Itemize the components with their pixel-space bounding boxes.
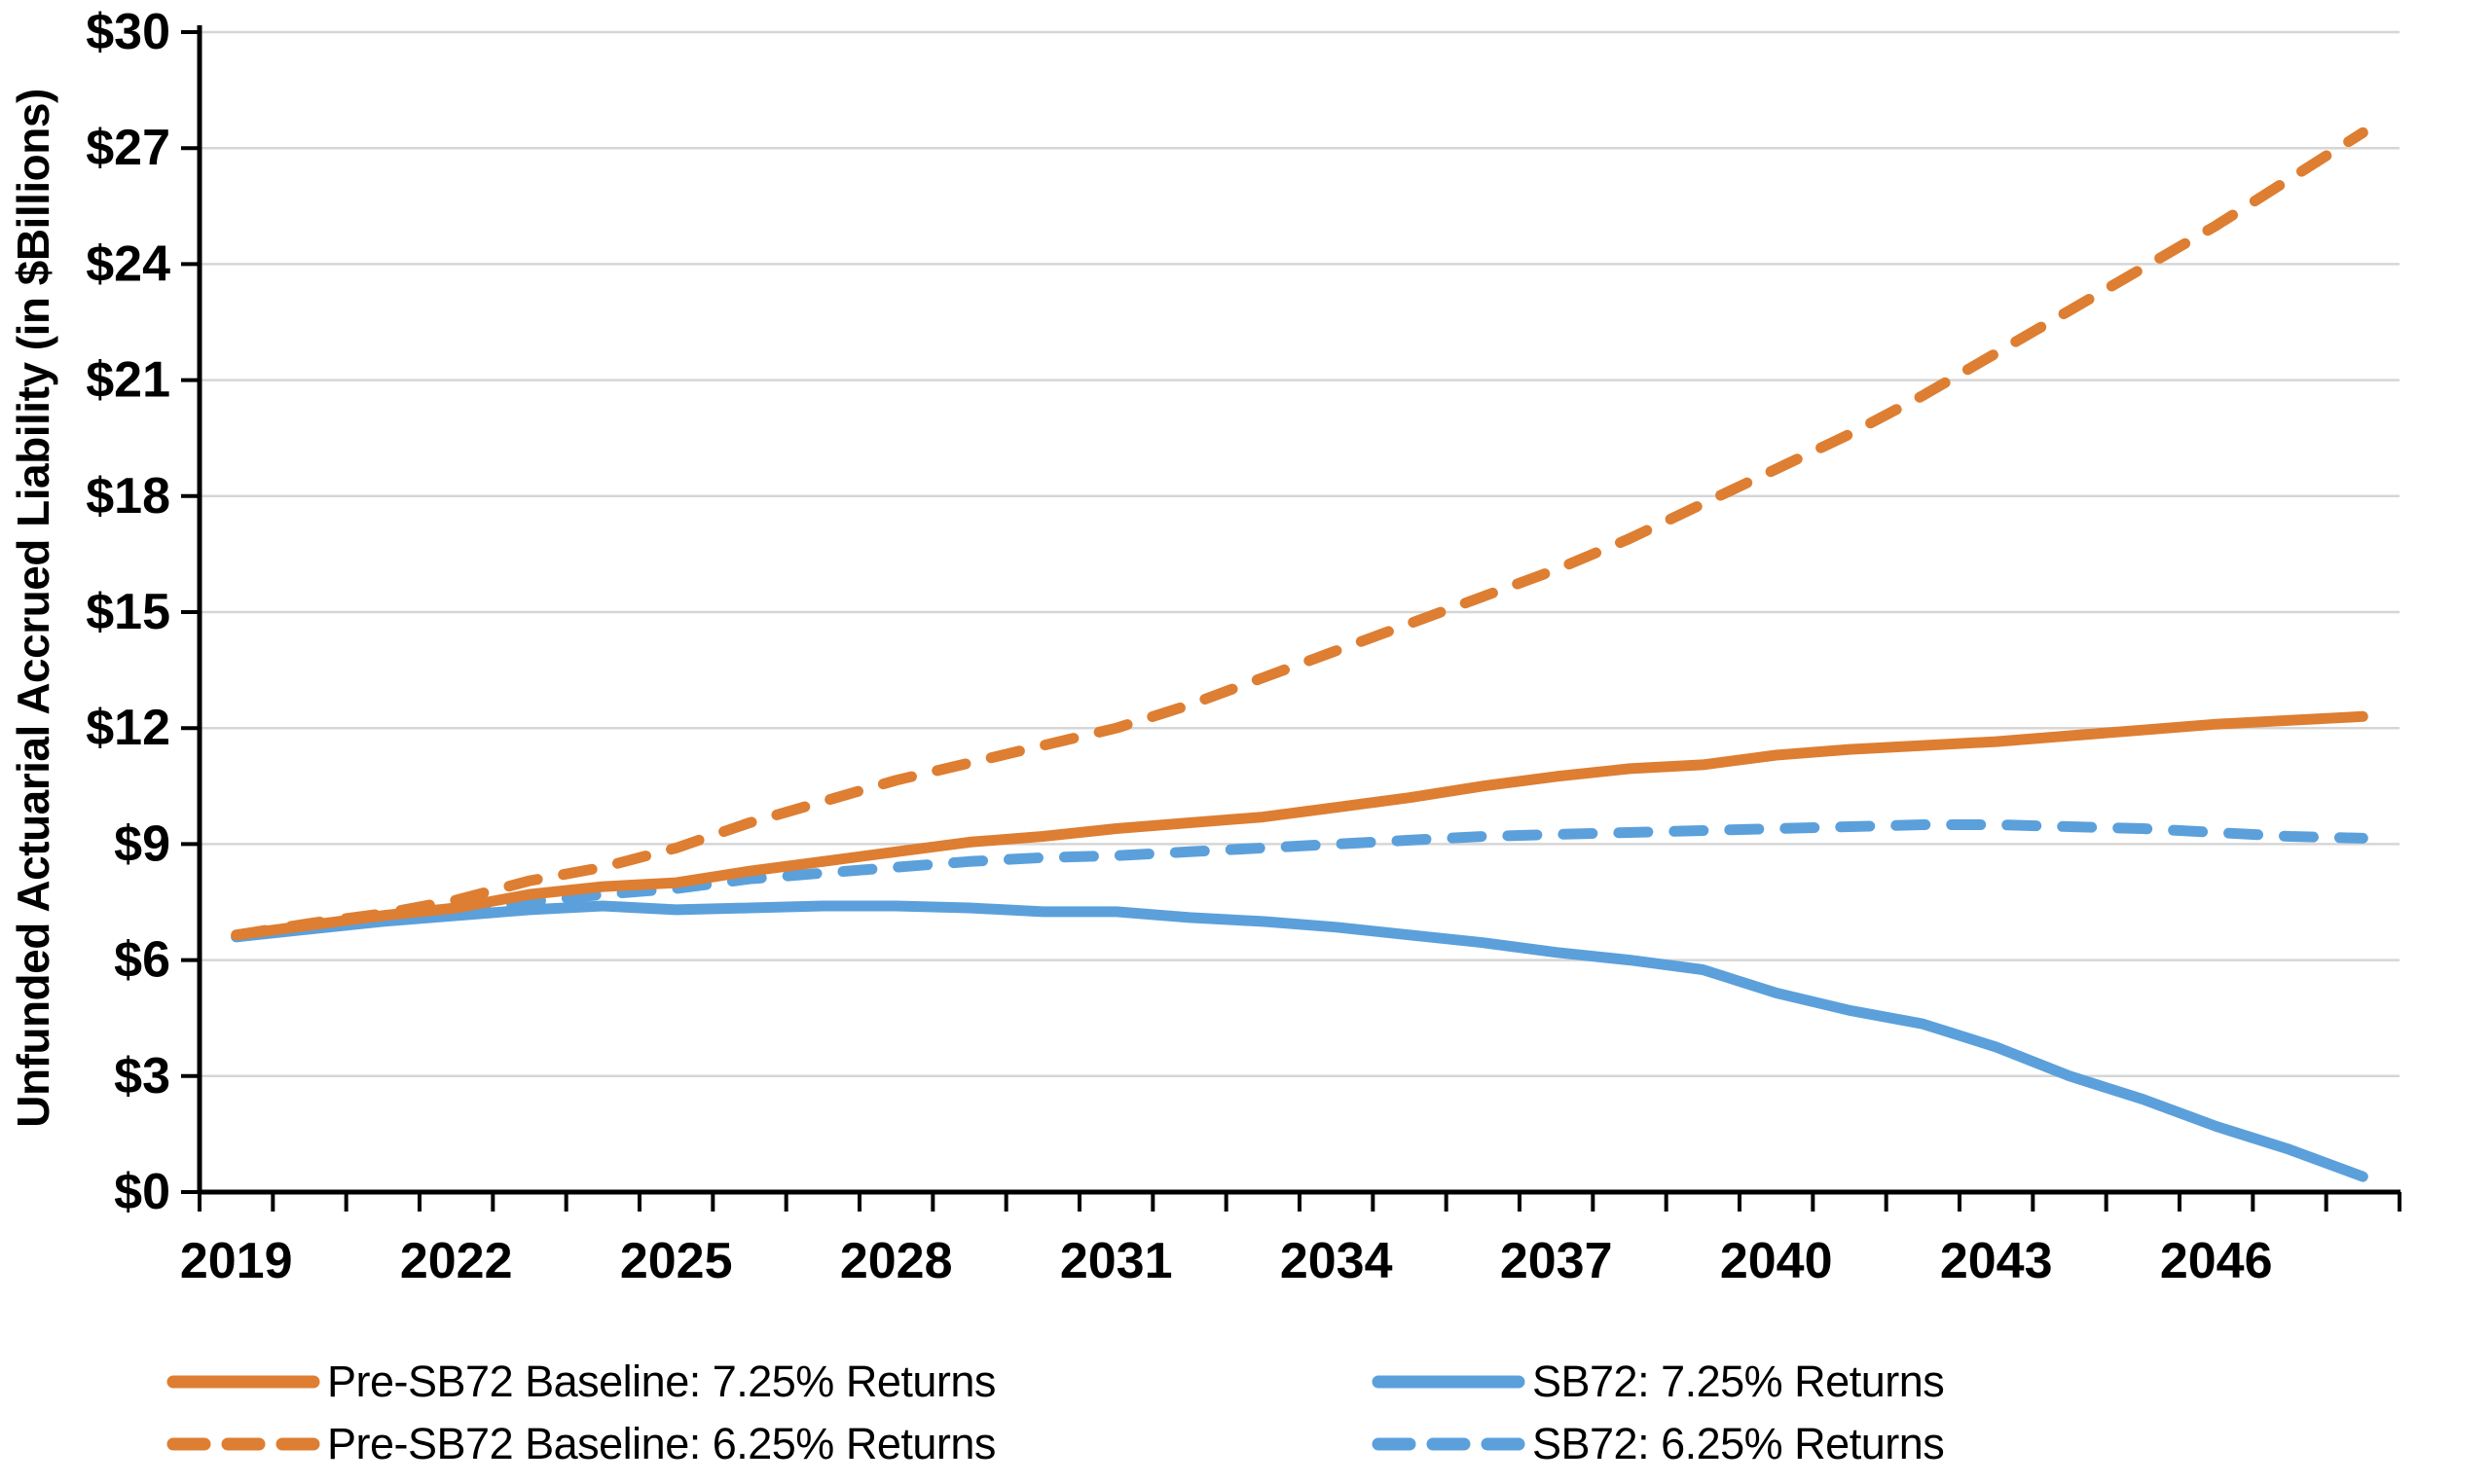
x-tick-label: 2034 bbox=[1280, 1233, 1393, 1289]
legend-item-sb72-725: SB72: 7.25% Returns bbox=[1371, 1355, 1945, 1409]
y-tick-label: $15 bbox=[86, 584, 170, 640]
gridlines bbox=[200, 30, 2400, 1078]
series-lines bbox=[231, 127, 2368, 1182]
y-axis-ticks-and-labels: $0 $3 $6 $9 $12 $15 $18 $21 $24 $27 $30 bbox=[86, 4, 200, 1220]
x-tick-label: 2037 bbox=[1500, 1233, 1613, 1289]
y-tick-label: $0 bbox=[114, 1164, 170, 1220]
x-tick-label: 2040 bbox=[1720, 1233, 1833, 1289]
y-tick-label: $9 bbox=[114, 815, 170, 872]
x-tick-label: 2019 bbox=[180, 1233, 293, 1289]
legend-label: Pre-SB72 Baseline: 7.25% Returns bbox=[327, 1357, 996, 1406]
legend-item-presb72-725: Pre-SB72 Baseline: 7.25% Returns bbox=[165, 1355, 996, 1409]
legend-label: SB72: 7.25% Returns bbox=[1532, 1357, 1945, 1406]
x-axis-ticks-and-labels: 2019 2022 2025 2028 2031 2034 2037 2040 2043 2046 bbox=[180, 1192, 2401, 1289]
series-line-2 bbox=[231, 900, 2368, 1182]
y-tick-label: $3 bbox=[114, 1048, 170, 1104]
line-swatch-solid-blue-icon bbox=[1372, 1375, 1525, 1389]
x-tick-label: 2031 bbox=[1060, 1233, 1173, 1289]
x-tick-label: 2046 bbox=[2160, 1233, 2273, 1289]
line-swatch-solid-orange-icon bbox=[166, 1375, 320, 1389]
axes bbox=[197, 25, 2400, 1195]
y-tick-label: $30 bbox=[86, 4, 170, 60]
x-tick-label: 2043 bbox=[1940, 1233, 2053, 1289]
legend-label: Pre-SB72 Baseline: 6.25% Returns bbox=[327, 1419, 996, 1468]
series-line-1 bbox=[231, 127, 2368, 941]
line-swatch-dashed-orange-icon bbox=[166, 1437, 320, 1451]
legend-item-presb72-625: Pre-SB72 Baseline: 6.25% Returns bbox=[165, 1417, 996, 1471]
legend-label: SB72: 6.25% Returns bbox=[1532, 1419, 1945, 1468]
legend-item-sb72-625: SB72: 6.25% Returns bbox=[1371, 1417, 1945, 1471]
series-line-3 bbox=[231, 819, 2368, 943]
x-tick-label: 2028 bbox=[840, 1233, 953, 1289]
y-tick-label: $6 bbox=[114, 932, 170, 989]
line-swatch-dashed-blue-icon bbox=[1372, 1437, 1525, 1451]
y-tick-label: $27 bbox=[86, 120, 170, 176]
series-line-0 bbox=[231, 710, 2368, 941]
x-tick-label: 2022 bbox=[400, 1233, 513, 1289]
y-tick-label: $12 bbox=[86, 700, 170, 756]
y-tick-label: $24 bbox=[86, 235, 170, 292]
y-tick-label: $18 bbox=[86, 468, 170, 525]
y-tick-label: $21 bbox=[86, 352, 170, 409]
y-axis-title: Unfunded Actuarial Accrued Liability (in… bbox=[8, 89, 58, 1128]
x-tick-label: 2025 bbox=[620, 1233, 733, 1289]
